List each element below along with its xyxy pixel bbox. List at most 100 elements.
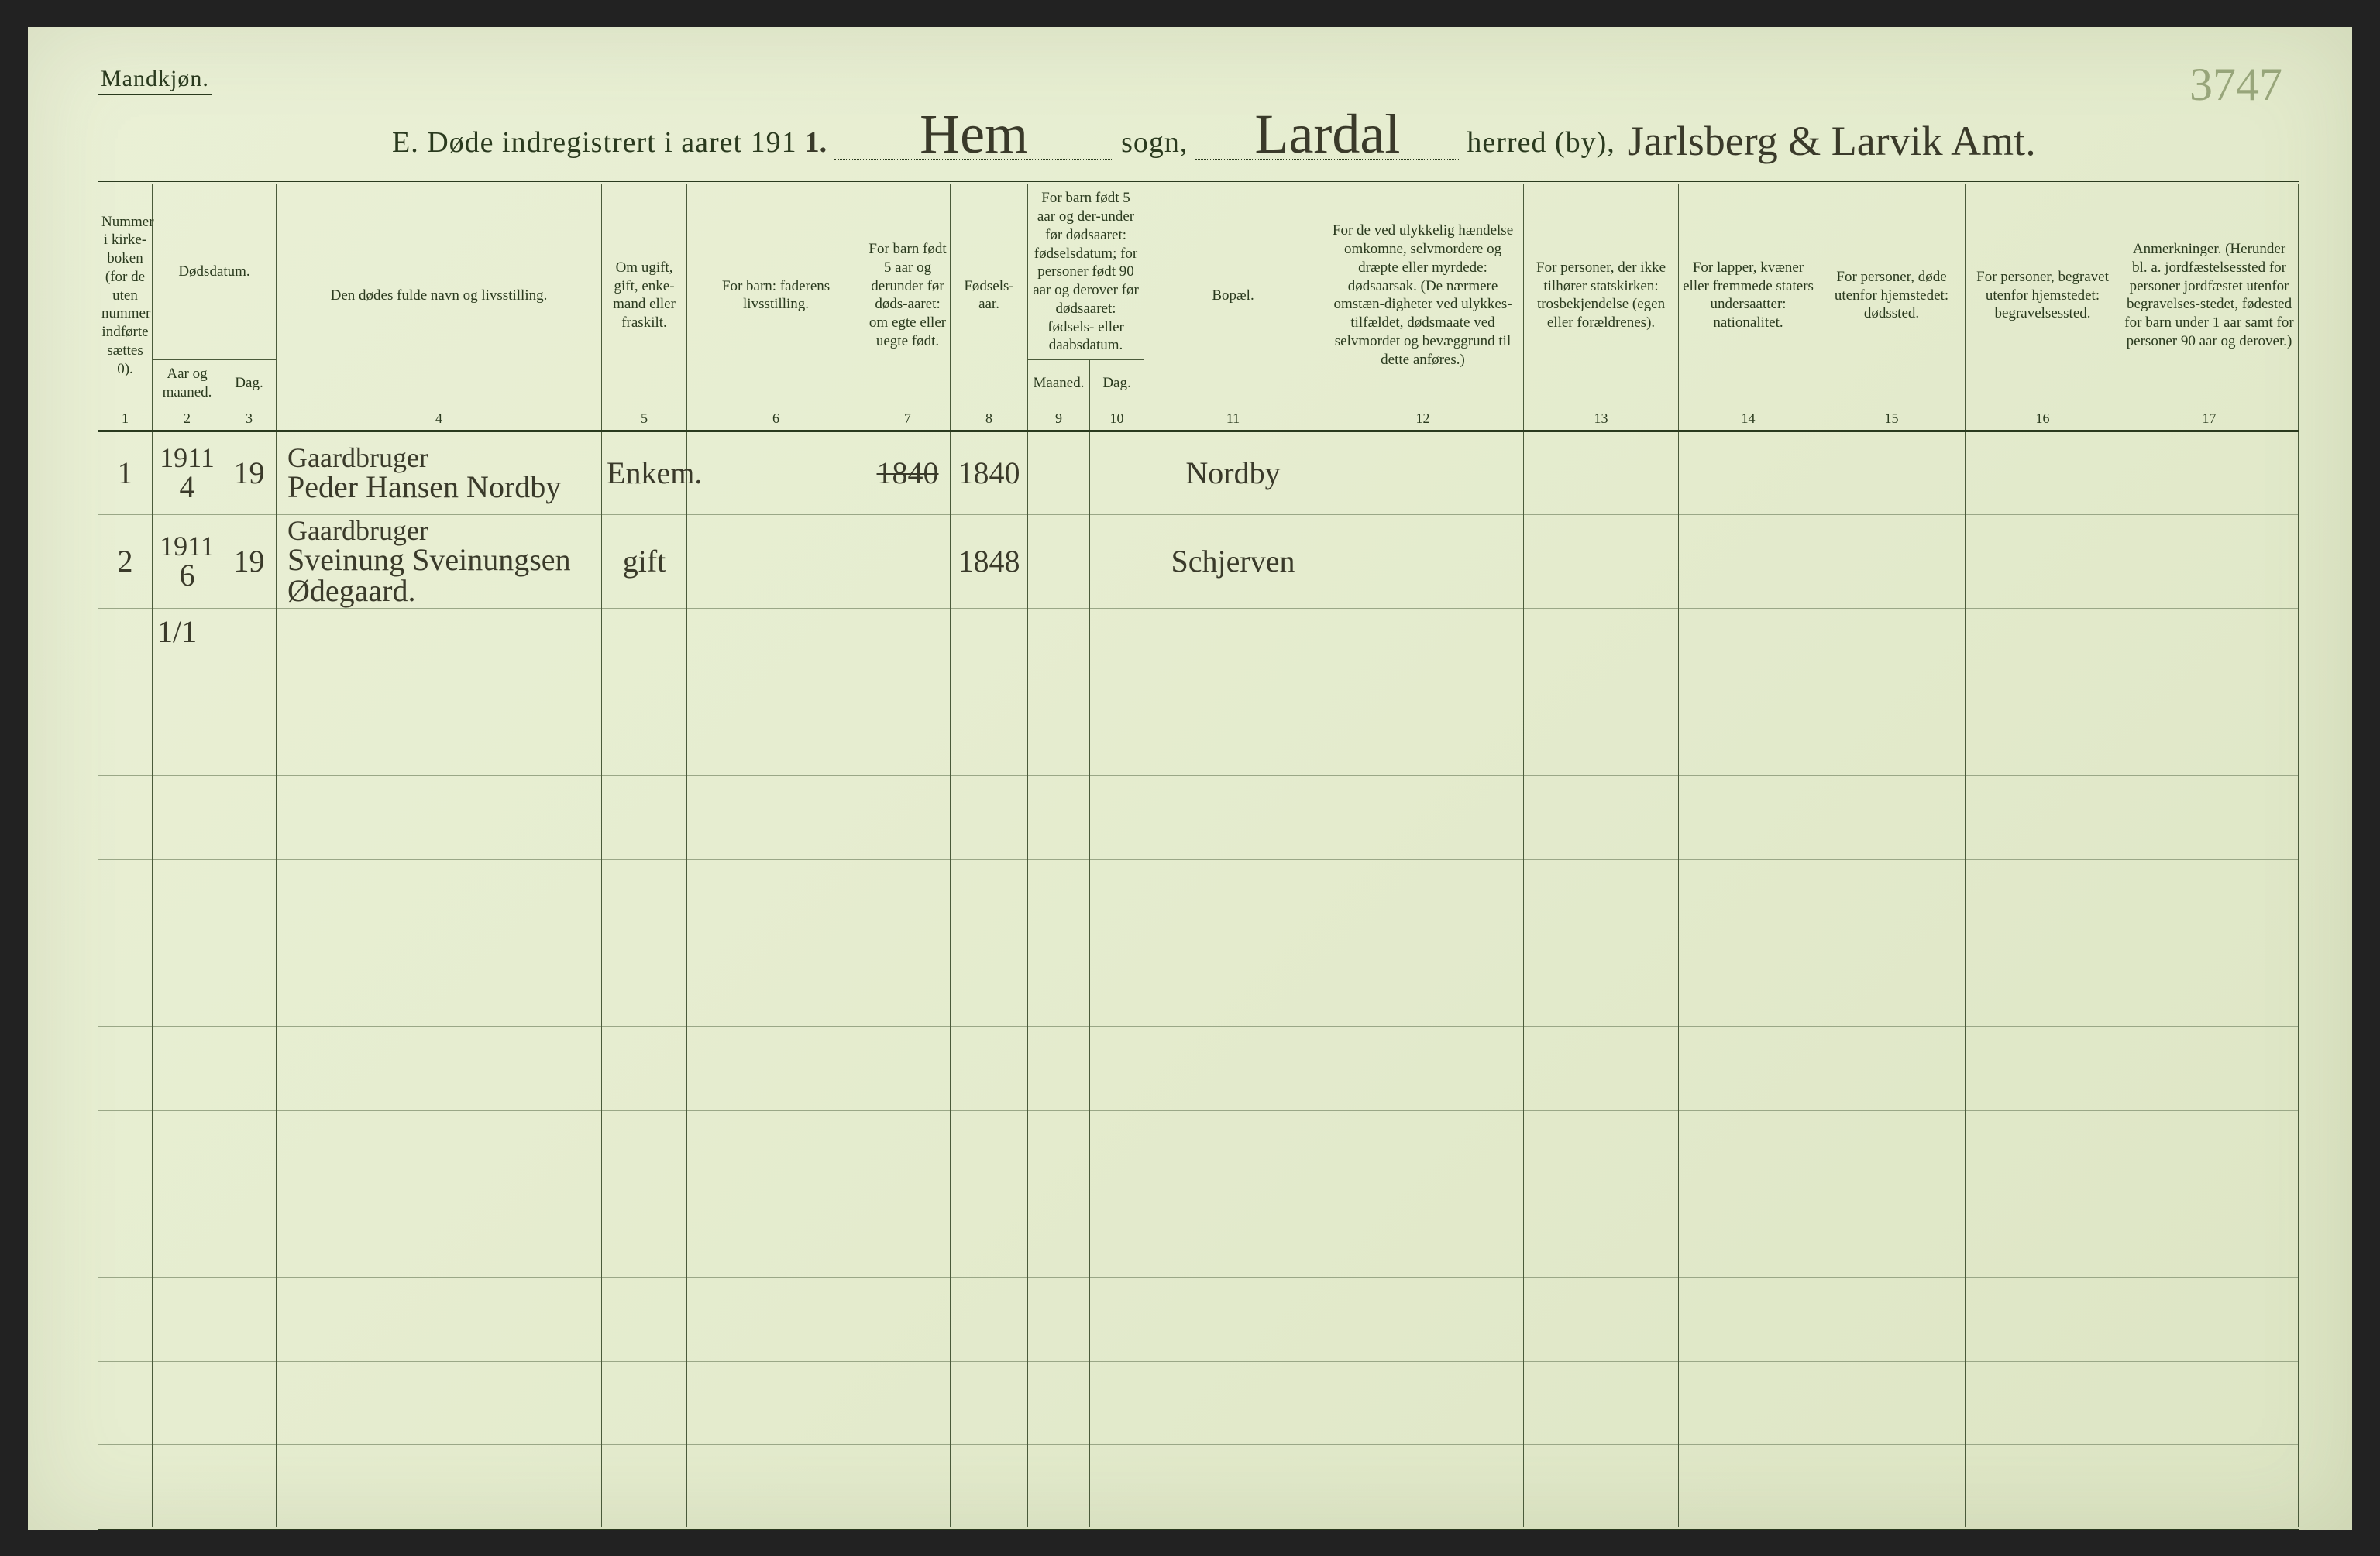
empty-cell: [1028, 943, 1090, 1026]
empty-cell: [222, 943, 277, 1026]
empty-cell: [1524, 1277, 1679, 1361]
column-number-row: 1 2 3 4 5 6 7 8 9 10 11 12 13 14 15 16 1…: [98, 407, 2299, 431]
empty-cell: [98, 943, 153, 1026]
empty-cell: [687, 1026, 865, 1110]
empty-cell: [98, 1277, 153, 1361]
table-row: [98, 1110, 2299, 1194]
hdr-16: For personer, begravet utenfor hjemstede…: [1966, 183, 2120, 407]
colnum: 6: [687, 407, 865, 431]
cell-13: [1524, 514, 1679, 608]
table-body: 11911419GaardbrugerPeder Hansen NordbyEn…: [98, 431, 2299, 1528]
empty-cell: [1144, 692, 1322, 775]
cell-10: [1090, 431, 1144, 514]
empty-cell: [1028, 1110, 1090, 1194]
empty-cell: [2120, 1361, 2299, 1444]
empty-cell: [153, 859, 222, 943]
empty-cell: [1322, 1026, 1524, 1110]
cell-day: 19: [222, 431, 277, 514]
empty-cell: [1679, 1361, 1818, 1444]
cell-12: [1322, 514, 1524, 608]
empty-cell: [2120, 1194, 2299, 1277]
empty-cell: [1144, 1194, 1322, 1277]
empty-cell: [1090, 943, 1144, 1026]
empty-cell: [277, 1444, 602, 1528]
empty-cell: [222, 608, 277, 692]
cell-10: [1090, 514, 1144, 608]
hdr-4: Den dødes fulde navn og livsstilling.: [277, 183, 602, 407]
empty-cell: [2120, 1277, 2299, 1361]
empty-cell: [1028, 692, 1090, 775]
table-row: 11911419GaardbrugerPeder Hansen NordbyEn…: [98, 431, 2299, 514]
empty-cell: [153, 1194, 222, 1277]
empty-cell: [602, 1110, 687, 1194]
empty-cell: [602, 943, 687, 1026]
empty-cell: [865, 1444, 951, 1528]
empty-cell: [1818, 1026, 1966, 1110]
cell-9: [1028, 514, 1090, 608]
empty-cell: [1966, 943, 2120, 1026]
empty-cell: [865, 692, 951, 775]
empty-cell: [951, 1194, 1028, 1277]
colnum: 17: [2120, 407, 2299, 431]
empty-cell: [1028, 1444, 1090, 1528]
table-row: [98, 775, 2299, 859]
empty-cell: [222, 1026, 277, 1110]
cell-13: [1524, 431, 1679, 514]
empty-cell: [222, 1444, 277, 1528]
empty-cell: [222, 1361, 277, 1444]
empty-cell: [1524, 1110, 1679, 1194]
empty-cell: [98, 1444, 153, 1528]
empty-cell: [1028, 1194, 1090, 1277]
cell-birth-year: 1840: [951, 431, 1028, 514]
empty-cell: [1028, 1026, 1090, 1110]
cell-num: 2: [98, 514, 153, 608]
empty-cell: [1090, 1277, 1144, 1361]
hdr-13: For personer, der ikke tilhører statskir…: [1524, 183, 1679, 407]
empty-cell: [1818, 859, 1966, 943]
empty-cell: [222, 1194, 277, 1277]
empty-cell: [865, 775, 951, 859]
empty-cell: [1679, 1444, 1818, 1528]
empty-cell: [1818, 943, 1966, 1026]
empty-cell: [951, 775, 1028, 859]
cell-17: [2120, 514, 2299, 608]
empty-cell: [277, 1361, 602, 1444]
empty-cell: [98, 692, 153, 775]
cell-7: 1840: [865, 431, 951, 514]
empty-cell: [153, 1277, 222, 1361]
empty-cell: [1818, 1194, 1966, 1277]
hdr-9-10-group: For barn født 5 aar og der-under før død…: [1028, 183, 1144, 359]
empty-cell: [602, 775, 687, 859]
empty-cell: [865, 1361, 951, 1444]
empty-cell: [1679, 775, 1818, 859]
empty-cell: [222, 1110, 277, 1194]
empty-cell: [1966, 1444, 2120, 1528]
sogn-label: sogn,: [1121, 125, 1188, 160]
empty-cell: [1322, 1194, 1524, 1277]
table-head: Nummer i kirke-boken (for de uten nummer…: [98, 183, 2299, 431]
empty-cell: [1966, 1277, 2120, 1361]
empty-cell: [153, 1026, 222, 1110]
empty-cell: [277, 775, 602, 859]
empty-cell: [1322, 943, 1524, 1026]
empty-cell: [98, 859, 153, 943]
empty-cell: [1818, 608, 1966, 692]
title-row: E. Døde indregistrert i aaret 1911. Hem …: [392, 109, 2298, 160]
empty-cell: [865, 859, 951, 943]
colnum: 15: [1818, 407, 1966, 431]
empty-cell: [687, 1194, 865, 1277]
hdr-8: Fødsels-aar.: [951, 183, 1028, 407]
empty-cell: [687, 608, 865, 692]
table-row: [98, 692, 2299, 775]
cell-residence: Nordby: [1144, 431, 1322, 514]
title-year-suffix: 1.: [805, 125, 827, 160]
empty-cell: [222, 859, 277, 943]
empty-cell: [602, 692, 687, 775]
cell-name: GaardbrugerSveinung Sveinungsen Ødegaard…: [277, 514, 602, 608]
empty-cell: [1818, 1110, 1966, 1194]
corner-page-number: 3747: [2189, 58, 2282, 112]
hdr-3: Dag.: [222, 360, 277, 407]
empty-cell: [1679, 943, 1818, 1026]
empty-cell: [1966, 775, 2120, 859]
empty-cell: [98, 1110, 153, 1194]
